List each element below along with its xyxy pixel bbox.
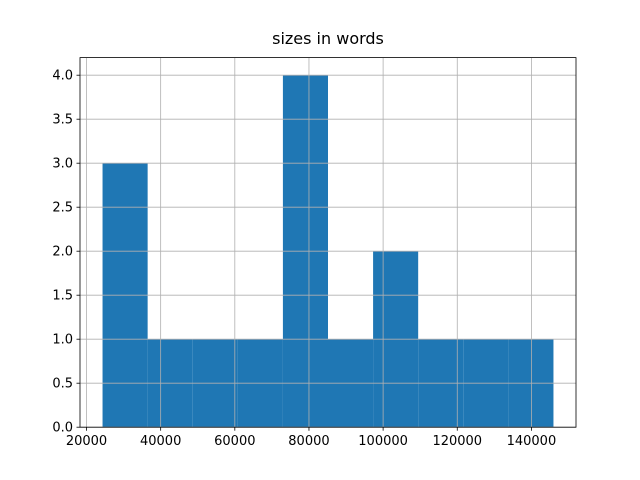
- y-tick-label: 3.5: [52, 113, 73, 128]
- y-tick-label: 0.0: [52, 421, 73, 436]
- y-tick-label: 0.5: [52, 377, 73, 392]
- x-tick-label: 60000: [214, 434, 255, 449]
- chart-title: sizes in words: [272, 29, 384, 48]
- y-tick-label: 1.0: [52, 333, 73, 348]
- y-tick-label: 2.0: [52, 245, 73, 260]
- x-tick-label: 100000: [358, 434, 408, 449]
- x-tick-label: 20000: [66, 434, 107, 449]
- y-tick-label: 2.5: [52, 201, 73, 216]
- x-tick-label: 120000: [432, 434, 482, 449]
- y-tick-label: 4.0: [52, 69, 73, 84]
- x-tick-label: 40000: [140, 434, 181, 449]
- plot-frame: [79, 57, 577, 428]
- x-tick-label: 140000: [507, 434, 557, 449]
- y-tick-label: 1.5: [52, 289, 73, 304]
- y-tick-label: 3.0: [52, 157, 73, 172]
- x-tick-label: 80000: [288, 434, 329, 449]
